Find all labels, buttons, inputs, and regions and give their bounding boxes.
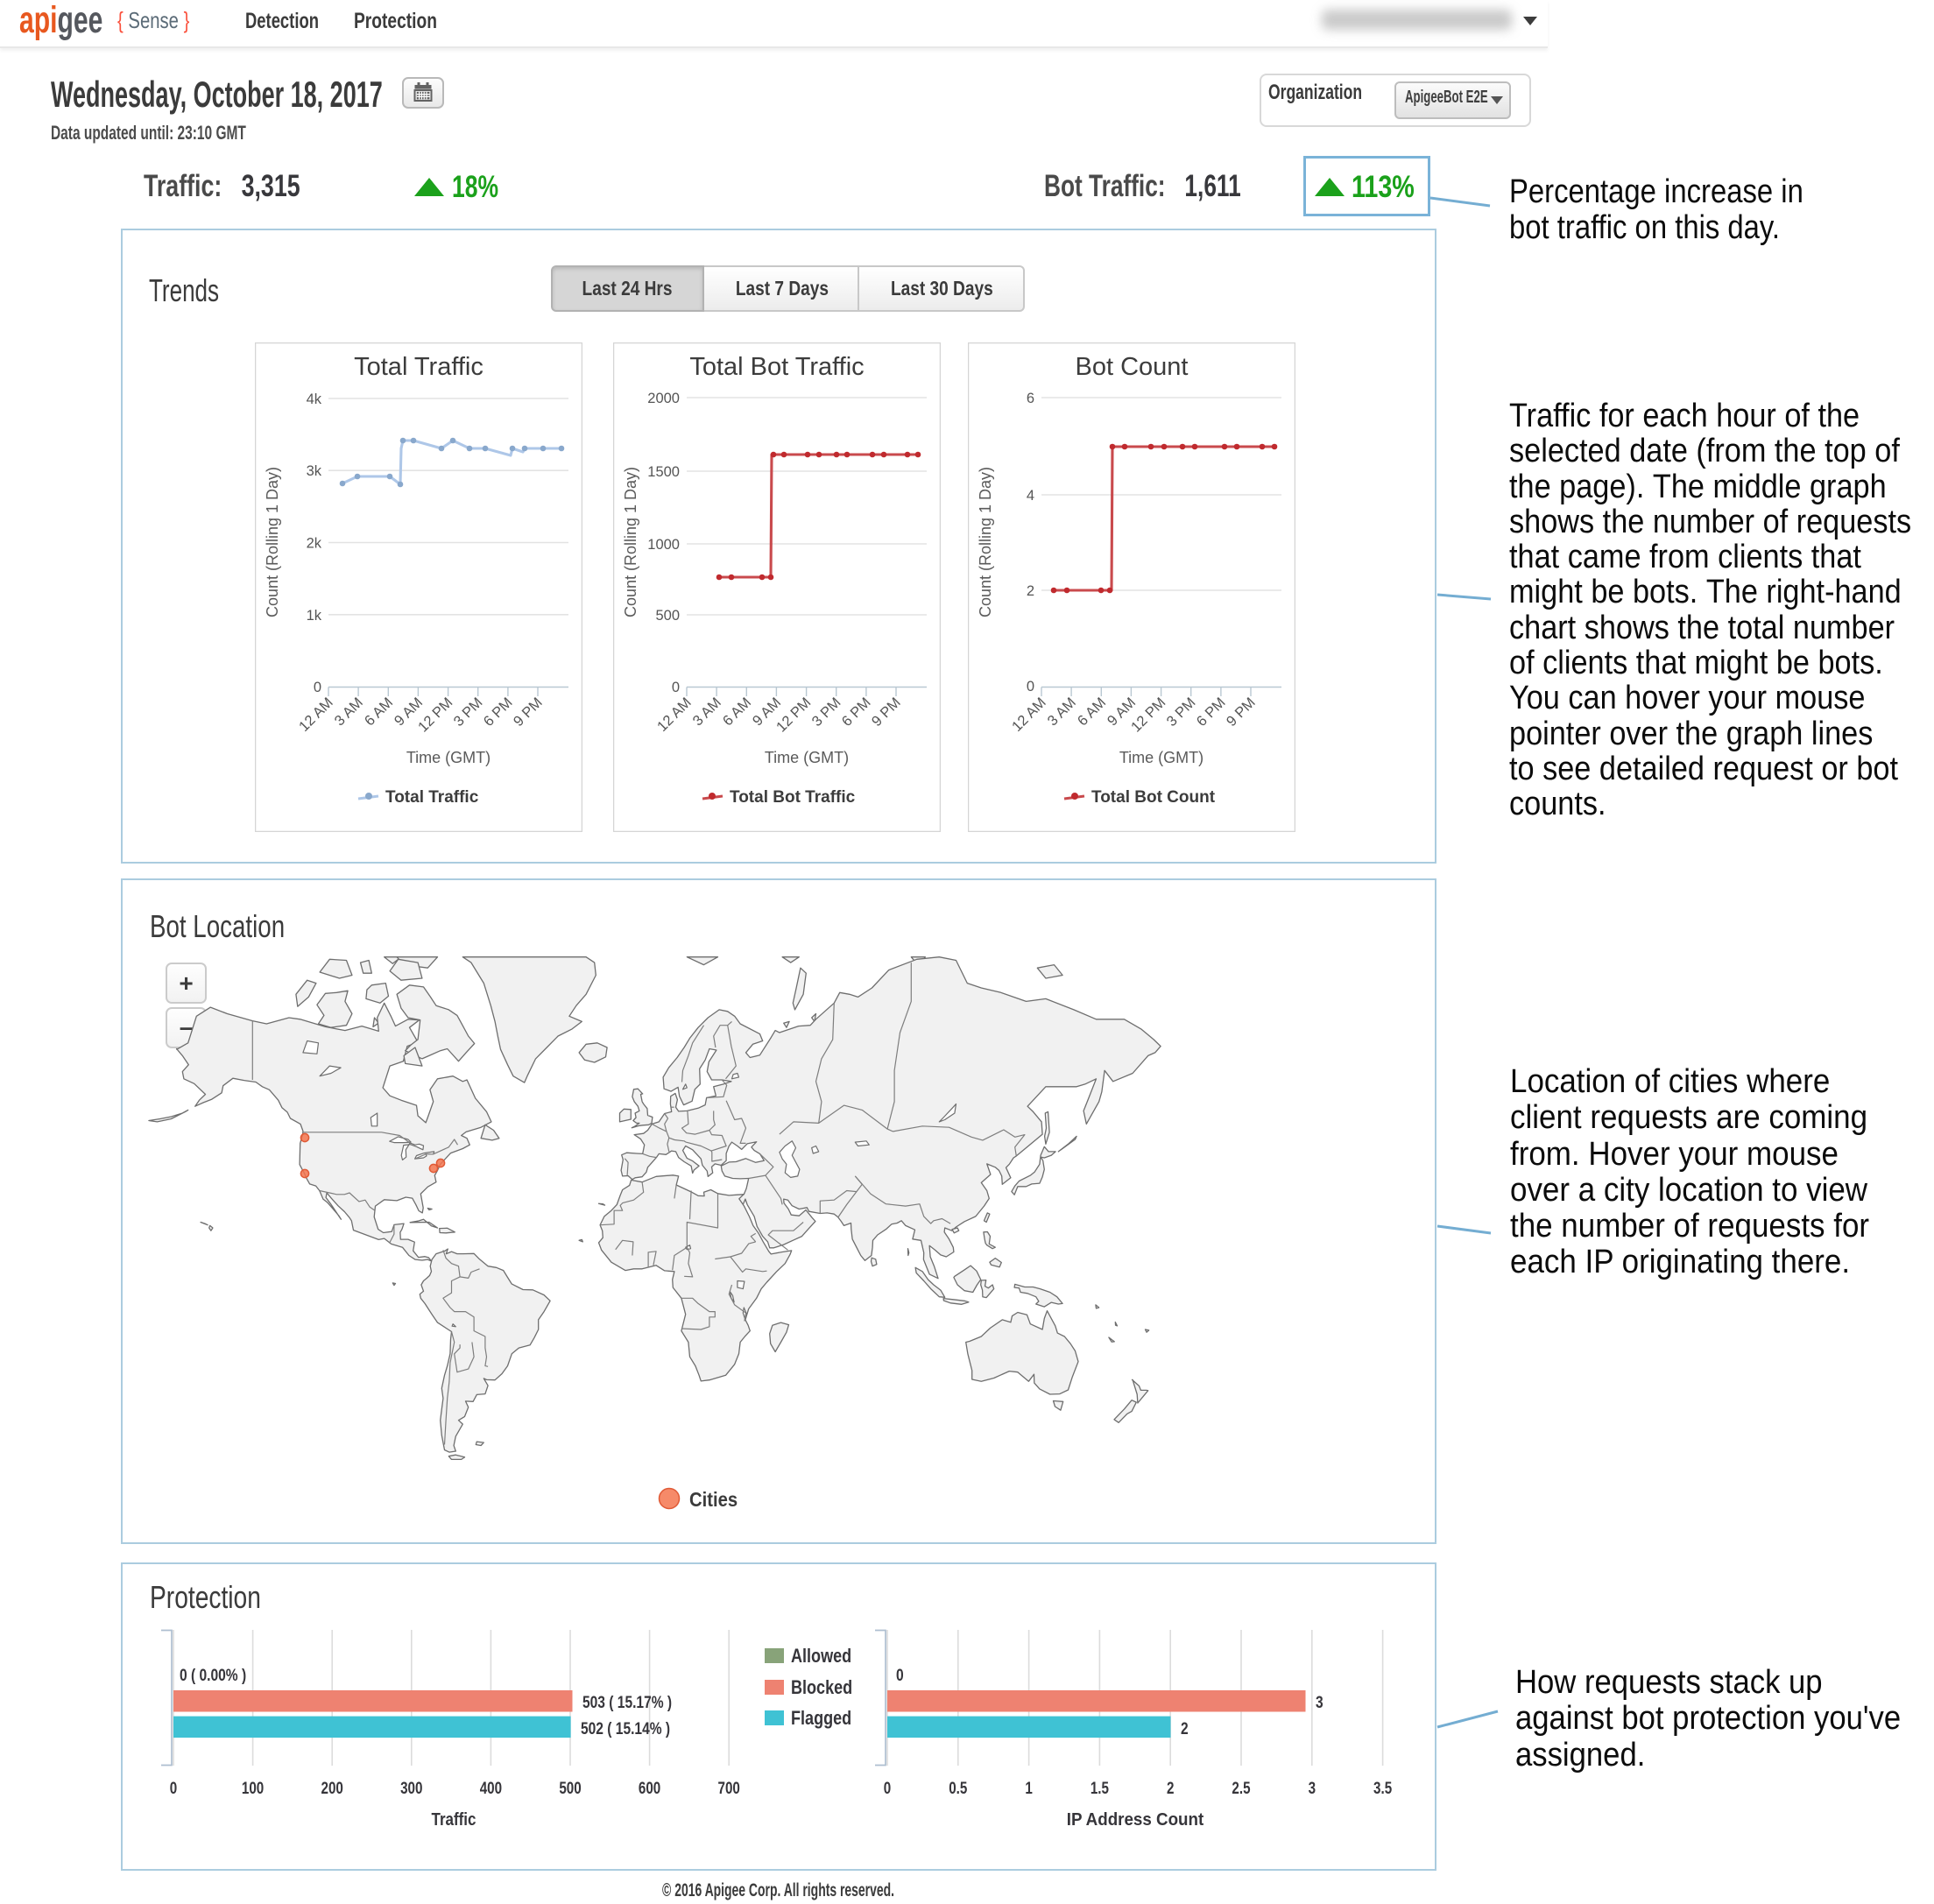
svg-text:Total Bot Traffic: Total Bot Traffic (730, 788, 856, 807)
svg-text:4: 4 (1027, 488, 1034, 504)
svg-text:2: 2 (1027, 583, 1034, 599)
svg-text:Total Traffic: Total Traffic (385, 788, 479, 807)
svg-text:Count (Rolling 1 Day): Count (Rolling 1 Day) (977, 467, 994, 617)
svg-text:1k: 1k (307, 608, 322, 624)
svg-text:502 ( 15.14% ): 502 ( 15.14% ) (581, 1719, 670, 1738)
svg-text:300: 300 (400, 1778, 422, 1797)
svg-text:3: 3 (1308, 1778, 1315, 1797)
svg-text:Total Traffic: Total Traffic (354, 353, 484, 381)
svg-text:3.5: 3.5 (1373, 1778, 1392, 1797)
svg-text:IP Address Count: IP Address Count (1066, 1809, 1203, 1830)
svg-text:0: 0 (170, 1778, 177, 1797)
svg-text:0 ( 0.00% ): 0 ( 0.00% ) (180, 1666, 246, 1685)
svg-text:1500: 1500 (647, 464, 680, 480)
svg-text:6: 6 (1027, 391, 1034, 406)
svg-text:2.5: 2.5 (1232, 1778, 1250, 1797)
svg-text:2000: 2000 (647, 391, 680, 406)
svg-text:Count (Rolling 1 Day): Count (Rolling 1 Day) (264, 467, 281, 617)
svg-text:500: 500 (655, 608, 680, 624)
svg-text:Count (Rolling 1 Day): Count (Rolling 1 Day) (622, 467, 639, 617)
svg-text:3k: 3k (307, 463, 322, 479)
svg-text:2: 2 (1166, 1778, 1173, 1797)
svg-text:2: 2 (1181, 1719, 1189, 1738)
svg-text:500: 500 (559, 1778, 581, 1797)
svg-text:0.5: 0.5 (949, 1778, 967, 1797)
svg-text:0: 0 (883, 1778, 890, 1797)
svg-text:0: 0 (1027, 679, 1034, 695)
svg-text:700: 700 (718, 1778, 740, 1797)
svg-text:Time (GMT): Time (GMT) (1119, 749, 1203, 766)
svg-text:2k: 2k (307, 536, 322, 552)
svg-text:1.5: 1.5 (1090, 1778, 1108, 1797)
svg-text:0: 0 (672, 680, 680, 695)
svg-text:0: 0 (896, 1666, 904, 1685)
svg-text:600: 600 (639, 1778, 660, 1797)
svg-text:Time (GMT): Time (GMT) (765, 749, 849, 766)
svg-text:0: 0 (314, 680, 321, 695)
svg-text:Cities: Cities (689, 1488, 738, 1512)
svg-text:100: 100 (242, 1778, 264, 1797)
svg-text:Bot Count: Bot Count (1076, 353, 1189, 381)
svg-text:Total Bot Count: Total Bot Count (1091, 788, 1216, 807)
svg-text:200: 200 (321, 1778, 343, 1797)
svg-text:4k: 4k (307, 391, 322, 407)
svg-text:1: 1 (1025, 1778, 1033, 1797)
svg-text:Total Bot Traffic: Total Bot Traffic (689, 353, 864, 381)
svg-text:Time (GMT): Time (GMT) (406, 749, 491, 766)
svg-text:3: 3 (1316, 1693, 1323, 1712)
svg-text:503 ( 15.17% ): 503 ( 15.17% ) (582, 1693, 672, 1712)
svg-text:1000: 1000 (647, 537, 680, 553)
svg-text:Traffic: Traffic (432, 1809, 476, 1830)
svg-text:400: 400 (480, 1778, 502, 1797)
